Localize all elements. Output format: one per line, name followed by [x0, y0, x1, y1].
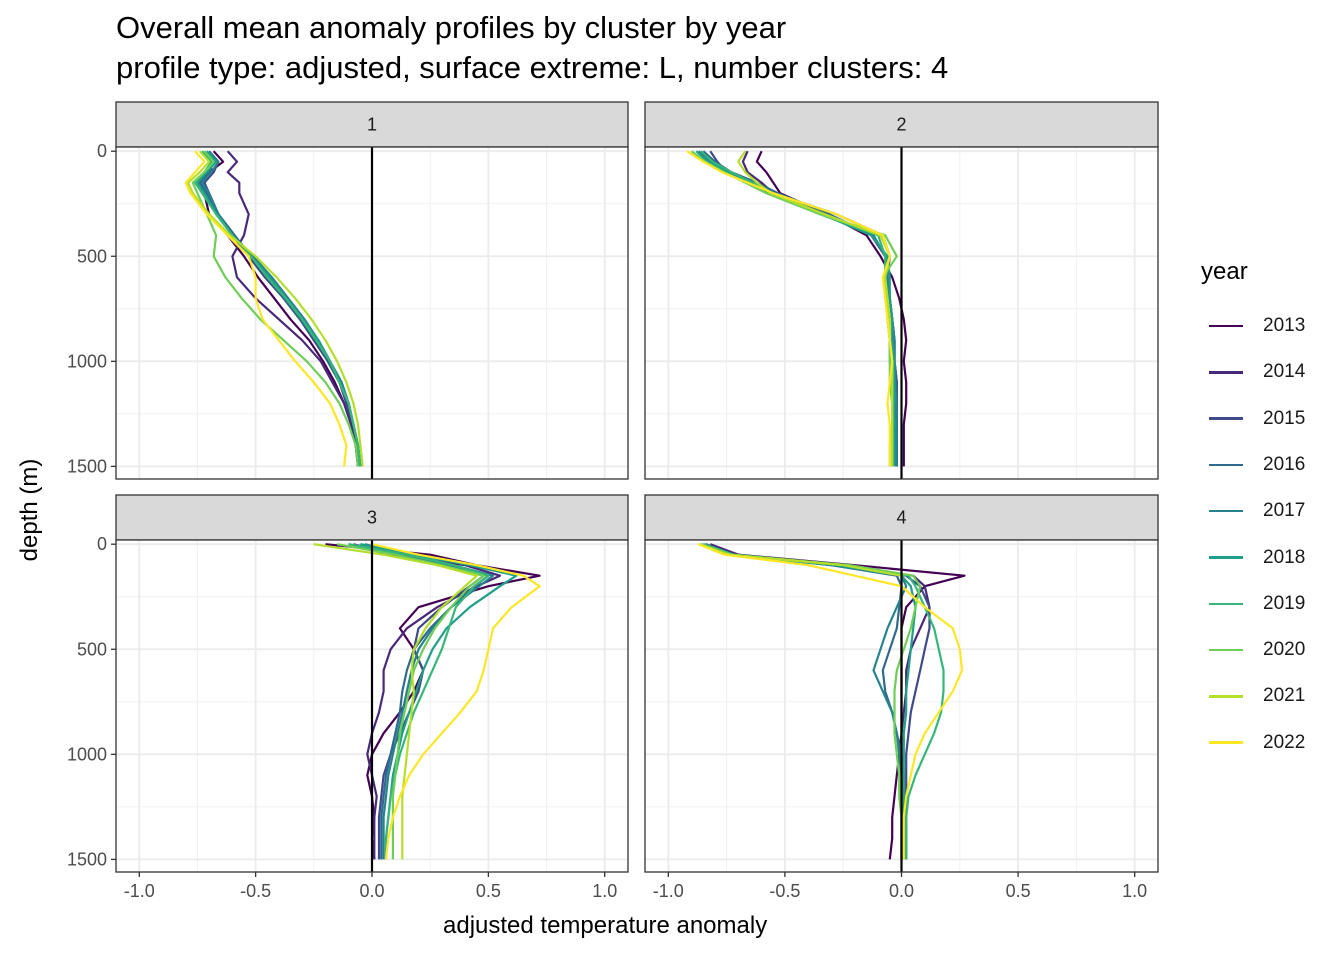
y-axis-title: depth (m) — [16, 458, 43, 562]
y-tick-label: 1000 — [67, 744, 107, 764]
legend-key-line — [1209, 695, 1243, 698]
legend-item-2013: 2013 — [1209, 311, 1305, 341]
facet-strip-label: 3 — [367, 508, 377, 528]
y-tick-label: 1500 — [67, 456, 107, 476]
y-tick-label: 0 — [97, 141, 107, 161]
y-tick-label: 1500 — [67, 849, 107, 869]
series-line-2022 — [371, 543, 541, 860]
series-line-2017 — [364, 543, 495, 860]
series-line-2020 — [191, 150, 360, 467]
legend-item-2015: 2015 — [1209, 404, 1305, 434]
panel-border — [644, 146, 1159, 480]
facet-strip-label: 4 — [896, 508, 906, 528]
legend-label: 2014 — [1263, 361, 1306, 383]
series-line-2014 — [348, 543, 502, 860]
legend-item-2018: 2018 — [1209, 543, 1305, 573]
facet-panel-3: 3 0 500 1000 1500 -1.0 -0.5 0.0 0.5 1.0 — [67, 494, 629, 901]
chart-subtitle: profile type: adjusted, surface extreme:… — [116, 50, 949, 85]
legend-key-line — [1209, 602, 1243, 606]
y-tick-label: 1000 — [67, 351, 107, 371]
series-group — [686, 150, 908, 467]
x-tick-label: -0.5 — [769, 881, 800, 901]
legend-item-2017: 2017 — [1209, 496, 1305, 526]
legend-key-line — [1209, 463, 1243, 467]
x-tick-label: 0.0 — [359, 881, 384, 901]
chart-title: Overall mean anomaly profiles by cluster… — [116, 10, 787, 45]
series-line-2019 — [194, 150, 362, 467]
legend-key-line — [1209, 509, 1243, 513]
series-line-2020 — [336, 543, 485, 860]
legend-item-2016: 2016 — [1209, 450, 1305, 480]
x-tick-label: 0.5 — [476, 881, 501, 901]
legend-label: 2019 — [1263, 592, 1306, 614]
facet-strip — [644, 101, 1159, 148]
series-line-2021 — [737, 150, 894, 467]
facet-strip — [644, 494, 1159, 541]
x-tick-label: 0.0 — [889, 881, 914, 901]
legend-key-line — [1209, 556, 1243, 559]
legend-item-2019: 2019 — [1209, 589, 1305, 619]
facet-panel-4: 4 -1.0 -0.5 0.0 0.5 1.0 — [644, 494, 1159, 901]
legend-label: 2020 — [1263, 639, 1306, 661]
panel-border — [115, 146, 629, 480]
legend-label: 2013 — [1263, 315, 1306, 336]
facet-strip-label: 2 — [896, 115, 906, 135]
legend-key-line — [1209, 417, 1243, 420]
y-tick-label: 0 — [97, 534, 107, 554]
facet-panel-1: 1 0 500 1000 1500 — [67, 101, 629, 480]
legend-item-2022: 2022 — [1209, 728, 1305, 758]
series-line-2014 — [226, 150, 360, 467]
x-tick-label: -1.0 — [124, 881, 155, 901]
series-line-2021 — [187, 150, 364, 467]
legend-item-2021: 2021 — [1209, 681, 1305, 711]
y-tick-label: 500 — [77, 246, 107, 266]
x-tick-label: 1.0 — [1122, 881, 1147, 901]
legend-item-2014: 2014 — [1209, 357, 1305, 387]
x-tick-label: -0.5 — [240, 881, 271, 901]
x-tick-label: 0.5 — [1006, 881, 1031, 901]
legend-label: 2021 — [1263, 685, 1306, 707]
series-line-2013 — [755, 150, 908, 467]
series-line-2022 — [698, 543, 964, 860]
series-line-2022 — [686, 150, 894, 467]
legend-label: 2017 — [1263, 500, 1306, 522]
legend-title: year — [1201, 258, 1248, 285]
legend-key-line — [1209, 648, 1243, 652]
y-tick-label: 500 — [77, 639, 107, 659]
series-line-2022 — [184, 150, 348, 467]
facet-panel-2: 2 — [644, 101, 1159, 480]
series-group — [313, 543, 541, 860]
x-tick-label: 1.0 — [592, 881, 617, 901]
legend-label: 2018 — [1263, 546, 1306, 568]
facet-strip — [115, 494, 629, 541]
series-line-2020 — [700, 543, 922, 860]
facet-strip-label: 1 — [367, 115, 377, 135]
legend-item-2020: 2020 — [1209, 635, 1305, 665]
legend-label: 2022 — [1263, 731, 1306, 753]
legend-key-line — [1209, 741, 1243, 744]
legend-key-line — [1209, 324, 1243, 328]
legend-label: 2015 — [1263, 407, 1306, 429]
legend-key-line — [1209, 371, 1243, 374]
series-group — [184, 150, 364, 467]
x-axis-title: adjusted temperature anomaly — [443, 912, 768, 939]
series-line-2019 — [348, 543, 490, 860]
series-line-2021 — [313, 543, 478, 860]
x-tick-label: -1.0 — [653, 881, 684, 901]
legend-label: 2016 — [1263, 453, 1306, 475]
